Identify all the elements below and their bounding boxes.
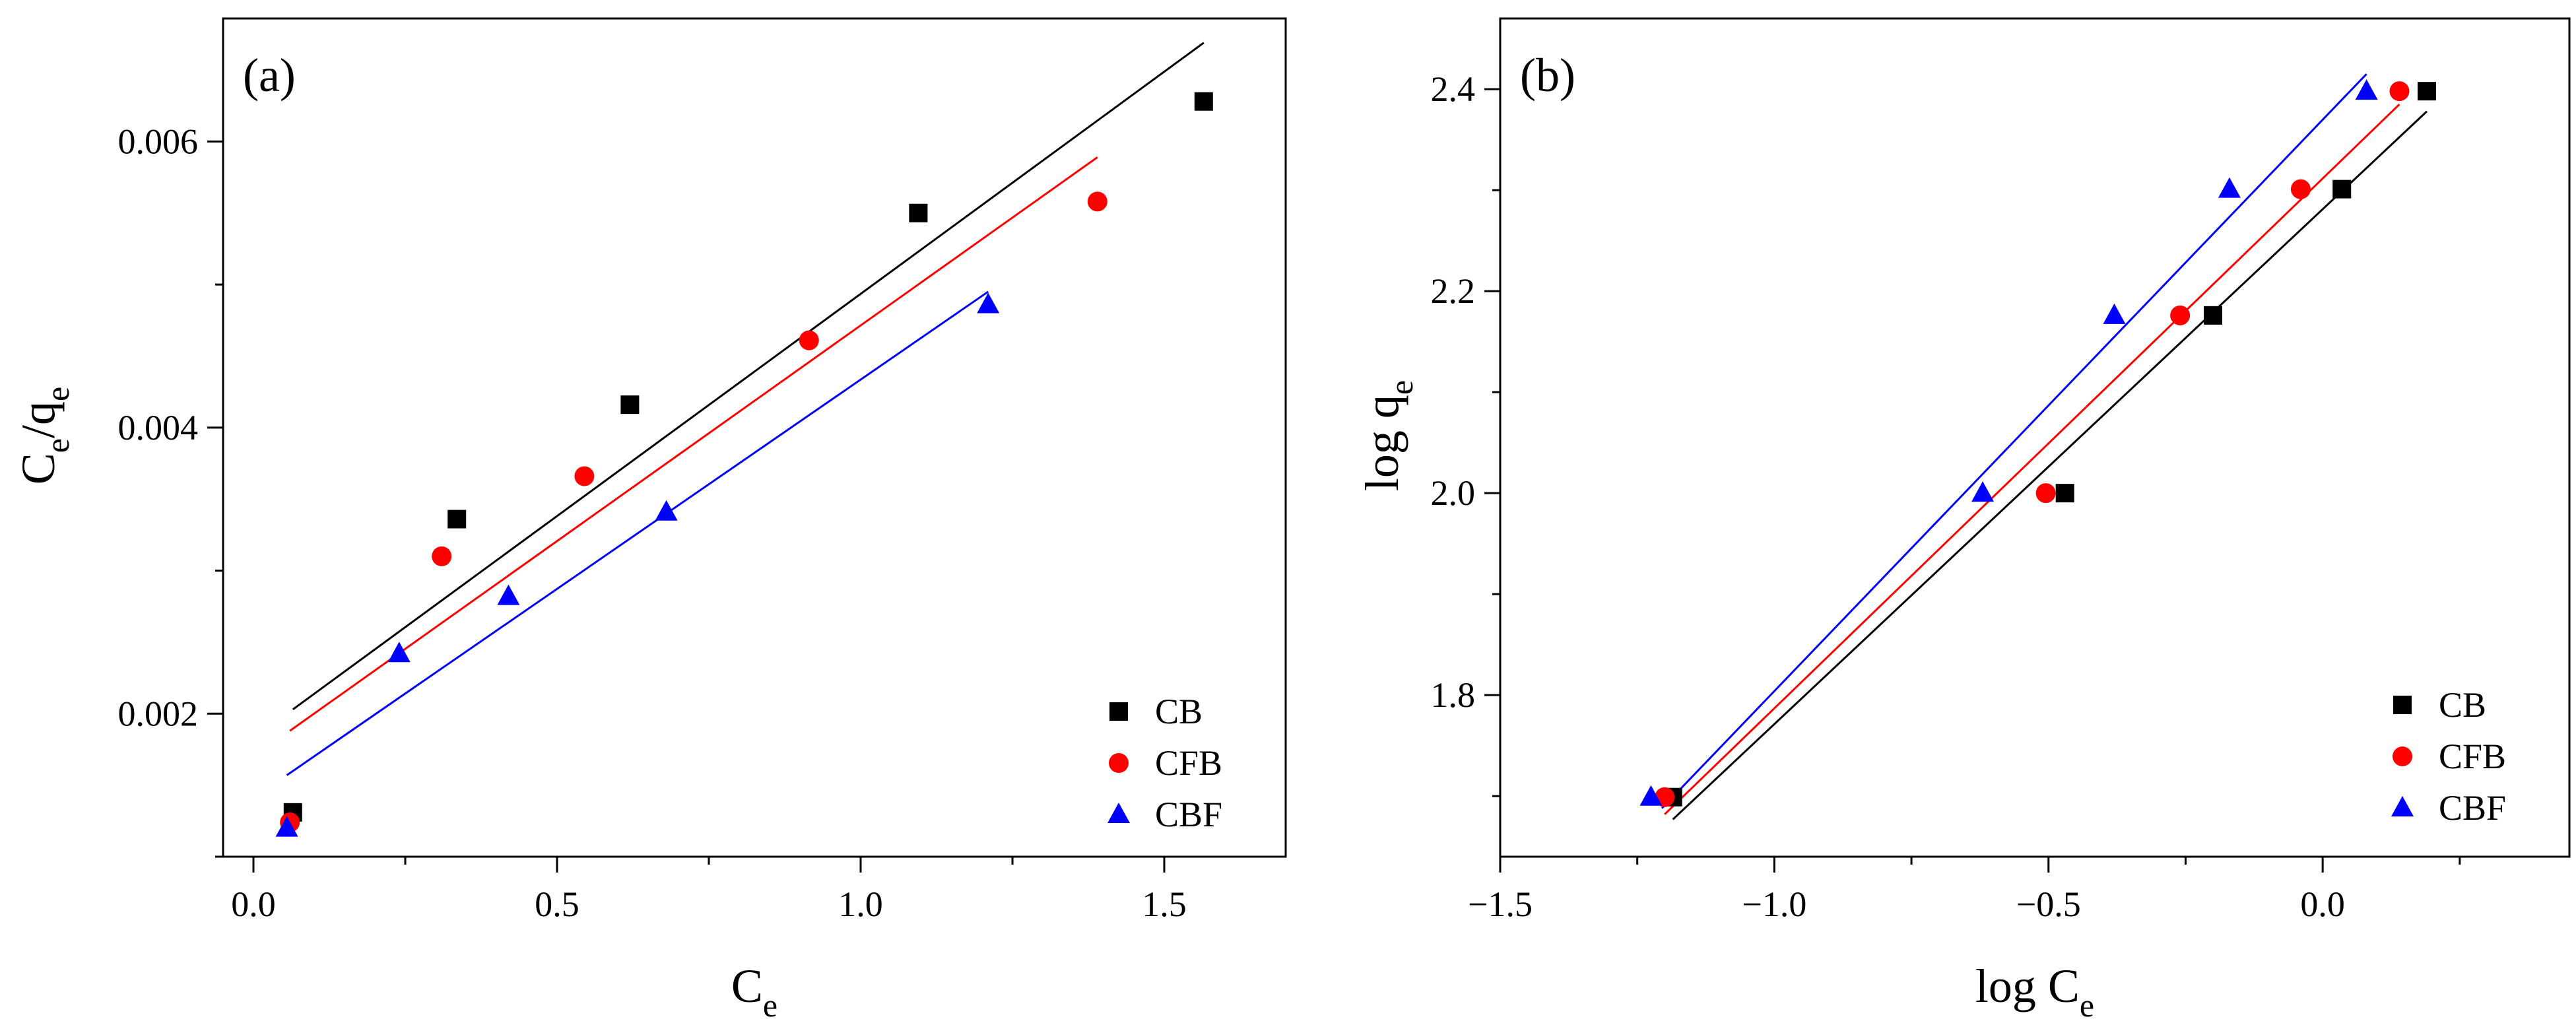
y-tick-label: 2.0 <box>1431 473 1476 513</box>
chart-panel-a: 0.0 0.5 1.0 1.5 0.002 0.004 0.006 CB CFB CBF (a) Ce… <box>12 17 1287 1024</box>
x-tick-label: 0.5 <box>535 884 579 924</box>
data-point-cbf <box>497 584 520 605</box>
fit-line-cfb <box>1664 103 2400 815</box>
fit-line-cfb <box>289 156 1098 732</box>
data-point-cfb <box>2170 305 2191 325</box>
legend-marker-cfb <box>1109 753 1129 773</box>
y-axis-title-main: C <box>12 453 65 484</box>
y-axis-title-main: log q <box>1356 395 1408 491</box>
legend-marker-cfb <box>2393 746 2412 766</box>
data-point-cb <box>620 395 640 414</box>
legend-marker-cb <box>2393 696 2412 714</box>
data-point-cfb <box>432 546 452 566</box>
x-tick-label: 1.0 <box>838 884 883 924</box>
legend-label-cb: CB <box>2439 685 2486 725</box>
data-point-cbf <box>977 292 1000 314</box>
legend-label-cfb: CFB <box>1155 743 1222 783</box>
fit-line-cb <box>1672 110 2428 820</box>
y-tick-label: 0.006 <box>118 121 199 161</box>
panel-label: (a) <box>243 49 296 102</box>
data-point-cb <box>2204 306 2222 325</box>
legend-marker-cb <box>1109 702 1128 721</box>
fit-line-cbf <box>1661 73 2367 809</box>
legend-label-cfb: CFB <box>2439 737 2506 776</box>
data-point-cfb <box>2035 483 2056 504</box>
legend-label-cbf: CBF <box>2439 788 2506 828</box>
y-tick-label: 2.4 <box>1431 69 1476 109</box>
x-tick-label: −1.0 <box>1742 884 1806 924</box>
x-tick-label: 0.0 <box>2300 884 2345 924</box>
data-point-cbf <box>387 642 411 663</box>
x-tick-label: −1.5 <box>1468 884 1533 924</box>
plot-frame <box>1499 17 2571 858</box>
y-axis-title-sub: e <box>1383 380 1420 395</box>
data-point-cb <box>909 203 928 222</box>
data-point-cb <box>2332 180 2352 199</box>
y-tick-label: 0.002 <box>118 694 199 733</box>
y-tick-label: 0.004 <box>118 408 199 447</box>
panel-label: (b) <box>1520 49 1575 102</box>
x-tick-label: −0.5 <box>2016 884 2081 924</box>
data-point-cbf <box>1971 481 1995 502</box>
data-point-cfb <box>1087 191 1107 212</box>
chart-panel-b: −1.5 −1.0 −0.5 0.0 1.8 2.0 2.2 2.4 CB CFB CBF (b) lo… <box>1356 17 2571 1024</box>
data-point-cb <box>2055 484 2074 503</box>
y-tick-label: 1.8 <box>1431 675 1476 715</box>
data-point-cb <box>2418 82 2436 101</box>
data-point-cfb <box>799 330 819 350</box>
data-point-cbf <box>655 500 678 521</box>
x-axis-title: log Ce <box>1975 960 2094 1024</box>
legend-label-cbf: CBF <box>1155 795 1222 834</box>
y-axis-title-main: /q <box>12 401 65 438</box>
data-point-cfb <box>2389 81 2410 102</box>
y-tick-label: 2.2 <box>1431 271 1476 311</box>
x-axis-title-sub: e <box>2080 987 2094 1024</box>
plot-frame <box>222 17 1287 858</box>
x-axis-title: Ce <box>731 960 777 1024</box>
data-point-cbf <box>1639 785 1663 806</box>
data-point-cfb <box>2290 179 2311 199</box>
legend-marker-cbf <box>1107 803 1130 823</box>
data-point-cbf <box>275 816 298 837</box>
legend-label-cb: CB <box>1155 692 1203 731</box>
x-axis-title-main: log C <box>1975 960 2080 1012</box>
data-point-cb <box>447 510 467 529</box>
fit-line-cbf <box>286 290 989 776</box>
legend-marker-cbf <box>2391 796 2414 816</box>
x-tick-label: 1.5 <box>1142 884 1187 924</box>
fit-line-cb <box>292 42 1205 710</box>
y-axis-title-sub: e <box>39 387 76 401</box>
data-point-cbf <box>2218 177 2241 198</box>
data-point-cb <box>1194 92 1213 111</box>
data-point-cfb <box>574 466 595 486</box>
x-axis-title-sub: e <box>763 987 777 1024</box>
x-tick-label: 0.0 <box>231 884 276 924</box>
data-point-cbf <box>2103 303 2126 324</box>
y-axis-title: log qe <box>1356 380 1420 491</box>
data-point-cbf <box>2355 79 2378 100</box>
y-axis-title: Ce/qe <box>12 387 76 484</box>
x-axis-title-main: C <box>731 960 763 1012</box>
y-axis-title-sub: e <box>39 438 76 453</box>
